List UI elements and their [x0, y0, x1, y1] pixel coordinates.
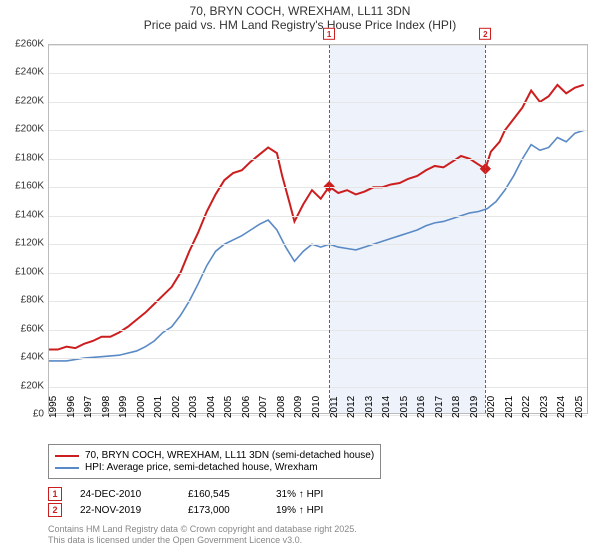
legend-swatch-series1	[55, 455, 79, 457]
x-tick-label: 2016	[416, 396, 427, 418]
y-tick-label: £220K	[4, 95, 44, 106]
marker-table: 1 24-DEC-2010 £160,545 31% ↑ HPI 2 22-NO…	[48, 486, 356, 518]
y-tick-label: £60K	[4, 323, 44, 334]
y-tick-label: £20K	[4, 380, 44, 391]
legend-label-series1: 70, BRYN COCH, WREXHAM, LL11 3DN (semi-d…	[85, 450, 374, 461]
x-tick-label: 2007	[258, 396, 269, 418]
x-tick-label: 2009	[293, 396, 304, 418]
x-tick-label: 2023	[539, 396, 550, 418]
plot-svg	[49, 45, 589, 415]
x-tick-label: 2011	[329, 396, 340, 418]
marker-date-2: 22-NOV-2019	[80, 505, 170, 516]
x-tick-label: 2012	[346, 396, 357, 418]
legend: 70, BRYN COCH, WREXHAM, LL11 3DN (semi-d…	[48, 444, 381, 479]
x-tick-label: 2002	[171, 396, 182, 418]
title-line1: 70, BRYN COCH, WREXHAM, LL11 3DN	[0, 4, 600, 18]
x-tick-label: 2005	[223, 396, 234, 418]
x-tick-label: 2010	[311, 396, 322, 418]
x-tick-label: 2018	[451, 396, 462, 418]
x-tick-label: 2014	[381, 396, 392, 418]
x-tick-label: 2008	[276, 396, 287, 418]
x-tick-label: 2019	[469, 396, 480, 418]
footer: Contains HM Land Registry data © Crown c…	[48, 524, 357, 547]
marker-pct-2: 19% ↑ HPI	[276, 505, 356, 516]
x-tick-label: 2021	[504, 396, 515, 418]
y-tick-label: £120K	[4, 238, 44, 249]
y-tick-label: £180K	[4, 152, 44, 163]
marker-price-2: £173,000	[188, 505, 258, 516]
x-tick-label: 2020	[486, 396, 497, 418]
x-tick-label: 2024	[556, 396, 567, 418]
top-marker-badge: 2	[479, 28, 491, 40]
marker-row-1: 1 24-DEC-2010 £160,545 31% ↑ HPI	[48, 486, 356, 502]
x-tick-label: 2000	[136, 396, 147, 418]
x-tick-label: 1998	[101, 396, 112, 418]
legend-label-series2: HPI: Average price, semi-detached house,…	[85, 462, 318, 473]
x-tick-label: 2003	[188, 396, 199, 418]
top-marker-badge: 1	[323, 28, 335, 40]
y-tick-label: £0	[4, 409, 44, 420]
y-tick-label: £80K	[4, 295, 44, 306]
marker-row-2: 2 22-NOV-2019 £173,000 19% ↑ HPI	[48, 502, 356, 518]
marker-pct-1: 31% ↑ HPI	[276, 489, 356, 500]
footer-line2: This data is licensed under the Open Gov…	[48, 535, 357, 546]
series-line	[49, 85, 584, 350]
x-tick-label: 1995	[48, 396, 59, 418]
x-tick-label: 2025	[574, 396, 585, 418]
title-line2: Price paid vs. HM Land Registry's House …	[0, 18, 600, 32]
x-tick-label: 2004	[206, 396, 217, 418]
y-tick-label: £260K	[4, 39, 44, 50]
footer-line1: Contains HM Land Registry data © Crown c…	[48, 524, 357, 535]
x-tick-label: 1997	[83, 396, 94, 418]
marker-badge-2: 2	[48, 503, 62, 517]
chart-area: 12	[48, 44, 588, 414]
marker-badge-1: 1	[48, 487, 62, 501]
marker-date-1: 24-DEC-2010	[80, 489, 170, 500]
marker-price-1: £160,545	[188, 489, 258, 500]
y-tick-label: £160K	[4, 181, 44, 192]
plot-region: 12	[48, 44, 588, 414]
x-tick-label: 1999	[118, 396, 129, 418]
x-tick-label: 2022	[521, 396, 532, 418]
x-tick-label: 2015	[399, 396, 410, 418]
y-tick-label: £100K	[4, 266, 44, 277]
x-tick-label: 2006	[241, 396, 252, 418]
y-tick-label: £140K	[4, 209, 44, 220]
y-tick-label: £40K	[4, 352, 44, 363]
y-tick-label: £240K	[4, 67, 44, 78]
x-tick-label: 1996	[66, 396, 77, 418]
chart-container: 70, BRYN COCH, WREXHAM, LL11 3DN Price p…	[0, 0, 600, 560]
legend-swatch-series2	[55, 467, 79, 469]
legend-row: HPI: Average price, semi-detached house,…	[55, 462, 374, 473]
x-tick-label: 2017	[434, 396, 445, 418]
title-block: 70, BRYN COCH, WREXHAM, LL11 3DN Price p…	[0, 0, 600, 34]
x-tick-label: 2001	[153, 396, 164, 418]
legend-row: 70, BRYN COCH, WREXHAM, LL11 3DN (semi-d…	[55, 450, 374, 461]
x-tick-label: 2013	[364, 396, 375, 418]
y-tick-label: £200K	[4, 124, 44, 135]
